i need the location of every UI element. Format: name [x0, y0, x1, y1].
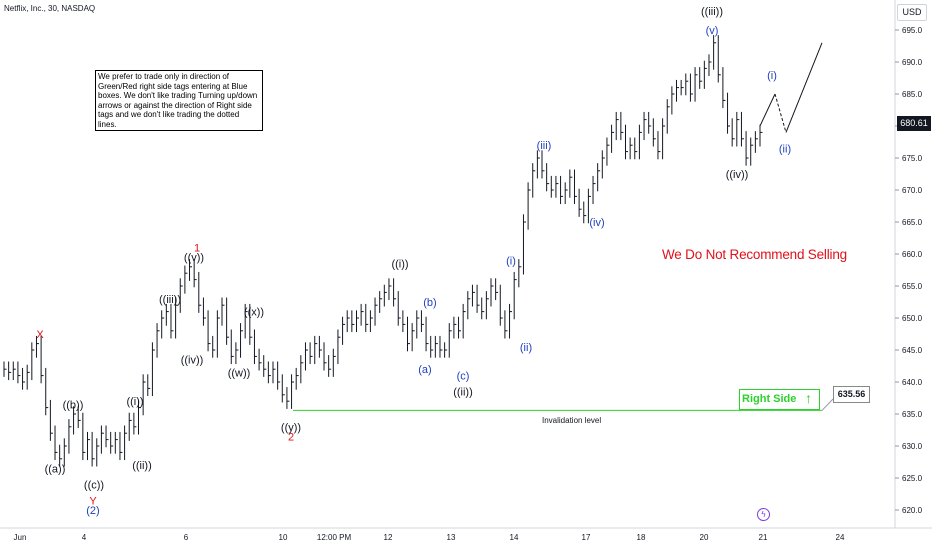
projection-segment [759, 93, 776, 127]
wave-label: ((c)) [84, 479, 104, 491]
wave-label: ((x)) [244, 307, 264, 319]
y-tick-label: 620.0 [902, 506, 923, 515]
y-tick-label: 655.0 [902, 282, 923, 291]
projection-segment-dashed [774, 93, 787, 133]
trading-note: We prefer to trade only in direction of … [95, 70, 263, 131]
right-side-label: Right Side [742, 393, 797, 405]
wave-label: (v) [706, 25, 719, 37]
wave-label: ((v)) [184, 252, 204, 264]
y-tick-label: 675.0 [902, 154, 923, 163]
wave-label: (a) [418, 364, 431, 376]
x-tick-label: 20 [700, 533, 709, 542]
wave-label: ((y)) [281, 422, 301, 434]
wave-label: ((ii)) [453, 387, 473, 399]
x-tick-label: 12:00 PM [317, 533, 352, 542]
y-tick-label: 665.0 [902, 218, 923, 227]
x-tick-label: 12 [384, 533, 393, 542]
wave-label: (iii) [537, 140, 552, 152]
wave-label: Y [89, 495, 97, 507]
wave-label: ((b)) [63, 399, 84, 411]
wave-label: (i) [506, 255, 516, 267]
wave-label: ((iii)) [701, 6, 723, 18]
wave-label: (i) [767, 70, 777, 82]
y-tick-label: 650.0 [902, 314, 923, 323]
x-tick-label: 13 [447, 533, 456, 542]
x-tick-label: 21 [759, 533, 768, 542]
y-tick-label: 685.0 [902, 90, 923, 99]
y-tick-label: 635.0 [902, 410, 923, 419]
chart-title: Netflix, Inc., 30, NASDAQ [4, 4, 96, 13]
y-tick-label: 690.0 [902, 58, 923, 67]
wave-label: (c) [457, 371, 470, 383]
right-side-tag: Right Side ↑ [739, 389, 820, 410]
flash-icon[interactable]: ϟ [757, 508, 770, 521]
wave-label: ((i)) [126, 396, 143, 408]
wave-label: (iv) [589, 217, 604, 229]
y-tick-label: 695.0 [902, 26, 923, 35]
wave-label: (b) [423, 297, 436, 309]
x-tick-label: 14 [510, 533, 519, 542]
wave-label: 2 [288, 431, 294, 443]
wave-label: (ii) [520, 342, 532, 354]
x-tick-label: 6 [184, 533, 189, 542]
x-tick-label: Jun [14, 533, 27, 542]
y-tick-label: 645.0 [902, 346, 923, 355]
y-tick-label: 660.0 [902, 250, 923, 259]
wave-label: ((iii)) [159, 294, 181, 306]
wave-label: (2) [86, 505, 99, 517]
x-tick-label: 24 [836, 533, 845, 542]
price-tag-connector [821, 398, 834, 411]
x-tick-label: 18 [637, 533, 646, 542]
warning-text: We Do Not Recommend Selling [662, 247, 847, 262]
y-axis-panel [895, 0, 932, 550]
x-tick-label: 17 [582, 533, 591, 542]
last-price-badge: 680.61 [897, 116, 931, 131]
up-arrow-icon: ↑ [805, 390, 812, 406]
wave-label: (ii) [779, 143, 791, 155]
wave-label: X [36, 329, 44, 341]
x-tick-label: 4 [82, 533, 87, 542]
wave-label: 1 [194, 243, 200, 255]
y-tick-label: 625.0 [902, 474, 923, 483]
y-tick-label: 630.0 [902, 442, 923, 451]
invalidation-label: Invalidation level [542, 416, 602, 425]
x-tick-label: 10 [279, 533, 288, 542]
wave-label: ((w)) [228, 367, 251, 379]
wave-label: ((iv)) [726, 169, 749, 181]
wave-label: ((ii)) [132, 460, 152, 472]
projection-segment [785, 42, 823, 133]
currency-badge[interactable]: USD [897, 4, 927, 21]
wave-label: ((a)) [45, 463, 66, 475]
right-side-price-badge: 635.56 [833, 386, 870, 403]
wave-label: ((iv)) [181, 355, 204, 367]
wave-label: ((i)) [391, 259, 408, 271]
y-tick-label: 670.0 [902, 186, 923, 195]
y-tick-label: 640.0 [902, 378, 923, 387]
